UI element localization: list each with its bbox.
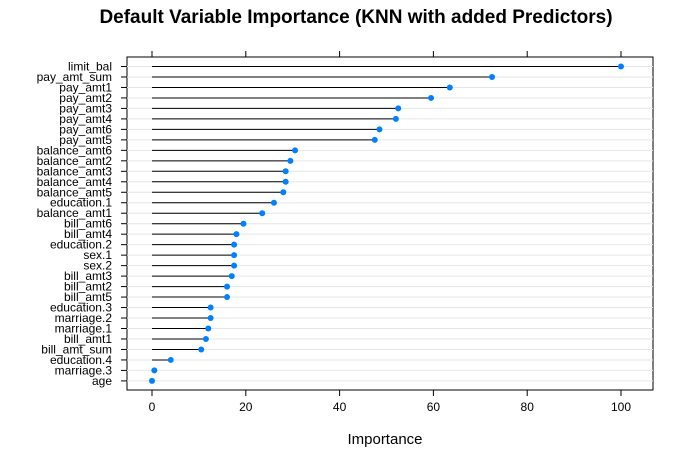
category-label: pay_amt2 (59, 91, 112, 105)
importance-point (282, 178, 289, 185)
category-label: pay_amt1 (59, 80, 112, 94)
chart-title: Default Variable Importance (KNN with ad… (99, 7, 612, 28)
importance-point (446, 84, 453, 91)
category-label: balance_amt4 (37, 175, 113, 189)
x-tick-label: 80 (521, 400, 535, 414)
category-label: sex.1 (83, 248, 112, 262)
importance-point (149, 377, 155, 384)
importance-point (202, 335, 209, 342)
importance-point (489, 73, 496, 80)
category-label: bill_amt1 (64, 332, 112, 346)
x-tick-label: 60 (427, 400, 441, 414)
importance-point (224, 283, 231, 290)
importance-point (282, 168, 289, 175)
importance-point (231, 252, 238, 259)
category-label: pay_amt6 (59, 122, 112, 136)
importance-point (167, 356, 174, 363)
importance-point (224, 294, 231, 301)
category-label: education.3 (50, 301, 112, 315)
importance-point (231, 241, 238, 248)
category-label: balance_amt6 (37, 143, 113, 157)
category-label: sex.2 (83, 259, 112, 273)
importance-point (198, 346, 205, 353)
importance-point (395, 105, 402, 112)
category-label: pay_amt5 (59, 133, 112, 147)
category-label: marriage.1 (55, 322, 113, 336)
x-tick-label: 100 (611, 400, 631, 414)
importance-point (151, 367, 158, 374)
importance-point (428, 94, 435, 101)
importance-point (371, 136, 378, 143)
importance-point (207, 304, 214, 311)
category-label: balance_amt5 (37, 185, 113, 199)
importance-point (205, 325, 212, 332)
x-tick-label: 0 (149, 400, 156, 414)
importance-point (228, 273, 235, 280)
importance-point (259, 210, 266, 217)
category-label: marriage.2 (55, 311, 113, 325)
category-label: balance_amt2 (37, 154, 113, 168)
category-label: education.2 (50, 238, 112, 252)
category-label: age (92, 374, 112, 388)
category-label: pay_amt4 (59, 112, 112, 126)
category-label: bill_amt5 (64, 290, 112, 304)
importance-point (231, 262, 238, 269)
importance-point (287, 157, 294, 164)
importance-point (280, 189, 287, 196)
importance-point (270, 199, 277, 206)
category-label: education.1 (50, 196, 112, 210)
category-label: bill_amt3 (64, 269, 112, 283)
x-tick-label: 20 (239, 400, 253, 414)
category-label: pay_amt_sum (37, 70, 112, 84)
category-label: balance_amt1 (37, 206, 113, 220)
importance-point (392, 115, 399, 122)
category-label: marriage.3 (55, 363, 113, 377)
category-label: balance_amt3 (37, 164, 113, 178)
importance-point (207, 315, 214, 322)
category-label: education.4 (50, 353, 112, 367)
category-label: bill_amt_sum (41, 342, 112, 356)
importance-point (376, 126, 383, 133)
importance-point (240, 220, 247, 227)
importance-point (233, 231, 240, 238)
data-rows: limit_balpay_amt_sumpay_amt1pay_amt2pay_… (37, 60, 653, 388)
category-label: bill_amt6 (64, 217, 112, 231)
x-tick-label: 40 (333, 400, 347, 414)
category-label: bill_amt4 (64, 227, 112, 241)
category-label: pay_amt3 (59, 101, 112, 115)
importance-point (292, 147, 299, 154)
category-label: limit_bal (68, 60, 112, 74)
importance-point (618, 63, 624, 70)
x-axis-label: Importance (347, 431, 422, 448)
category-label: bill_amt2 (64, 280, 112, 294)
x-axis: 0 20 40 60 80 100 (149, 51, 631, 414)
